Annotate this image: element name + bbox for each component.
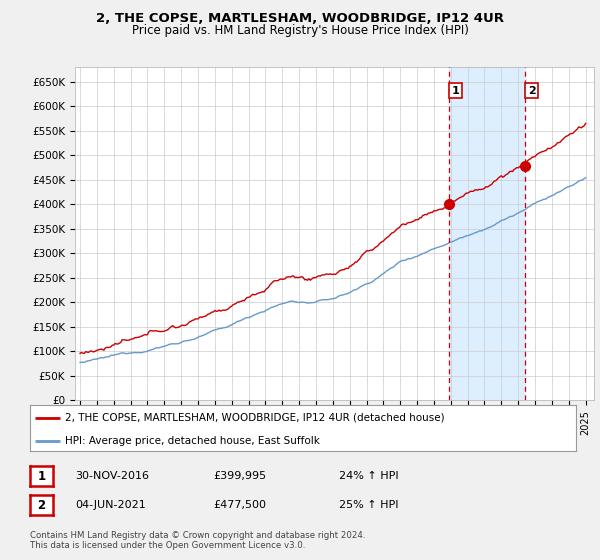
Text: 25% ↑ HPI: 25% ↑ HPI bbox=[339, 500, 398, 510]
Text: 1: 1 bbox=[37, 469, 46, 483]
Text: 2, THE COPSE, MARTLESHAM, WOODBRIDGE, IP12 4UR (detached house): 2, THE COPSE, MARTLESHAM, WOODBRIDGE, IP… bbox=[65, 413, 445, 423]
Text: 2: 2 bbox=[528, 86, 536, 96]
Text: £477,500: £477,500 bbox=[213, 500, 266, 510]
Text: Price paid vs. HM Land Registry's House Price Index (HPI): Price paid vs. HM Land Registry's House … bbox=[131, 24, 469, 36]
Text: 04-JUN-2021: 04-JUN-2021 bbox=[75, 500, 146, 510]
Text: 2, THE COPSE, MARTLESHAM, WOODBRIDGE, IP12 4UR: 2, THE COPSE, MARTLESHAM, WOODBRIDGE, IP… bbox=[96, 12, 504, 25]
Text: Contains HM Land Registry data © Crown copyright and database right 2024.
This d: Contains HM Land Registry data © Crown c… bbox=[30, 531, 365, 550]
Bar bbox=[449, 67, 525, 400]
Text: 1: 1 bbox=[452, 86, 460, 96]
Text: HPI: Average price, detached house, East Suffolk: HPI: Average price, detached house, East… bbox=[65, 436, 320, 446]
Text: 24% ↑ HPI: 24% ↑ HPI bbox=[339, 471, 398, 481]
Text: 2: 2 bbox=[37, 498, 46, 512]
Text: £399,995: £399,995 bbox=[213, 471, 266, 481]
Text: 30-NOV-2016: 30-NOV-2016 bbox=[75, 471, 149, 481]
